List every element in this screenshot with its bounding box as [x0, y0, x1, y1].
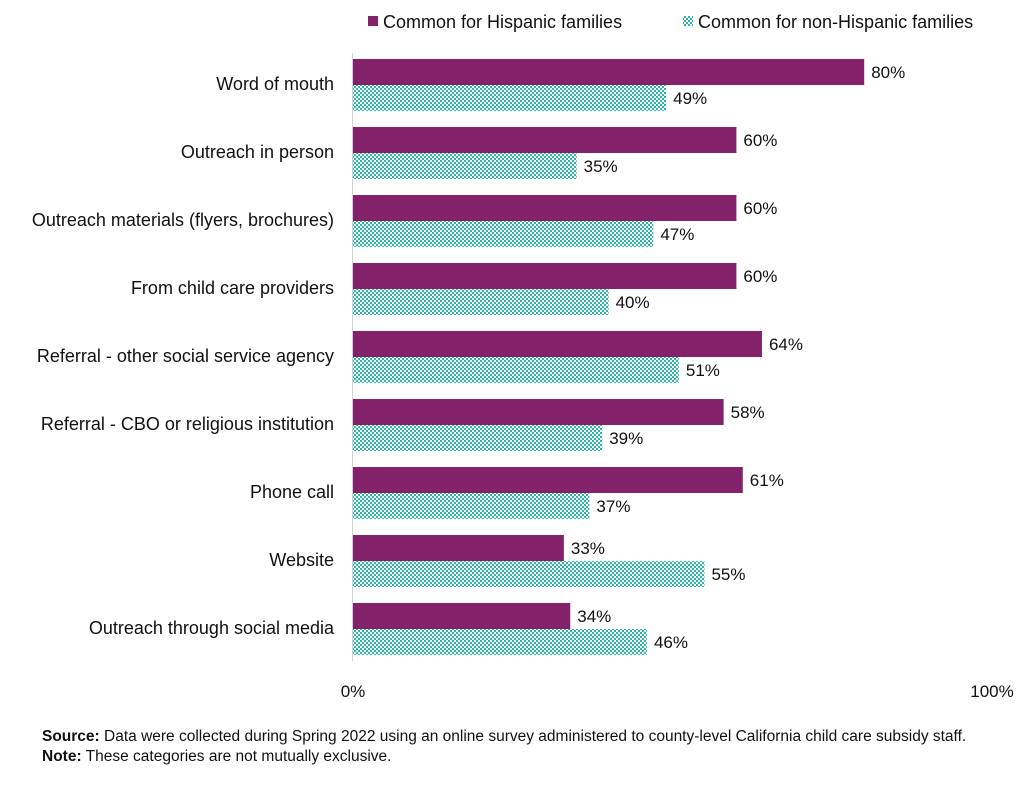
legend-label: Common for non-Hispanic families — [698, 12, 973, 32]
data-label-hispanic-outreach-in-person: 60% — [743, 131, 777, 150]
bar-hispanic-from-child-care-providers — [353, 263, 737, 289]
bar-hispanic-referral-cbo-or-religious-institution — [353, 399, 724, 425]
data-label-hispanic-phone-call: 61% — [750, 471, 784, 490]
data-label-hispanic-outreach-through-social-media: 34% — [577, 607, 611, 626]
bar-non-hispanic-phone-call — [353, 493, 590, 519]
x-tick-label: 0% — [341, 682, 366, 701]
x-axis: 0% 100% — [341, 53, 1014, 701]
bar-hispanic-referral-other-social-service-agency — [353, 331, 762, 357]
bar-non-hispanic-outreach-in-person — [353, 153, 577, 179]
data-label-hispanic-referral-other-social-service-agency: 64% — [769, 335, 803, 354]
category-label-outreach-materials-flyers-brochures: Outreach materials (flyers, brochures) — [32, 210, 334, 230]
data-label-hispanic-word-of-mouth: 80% — [871, 63, 905, 82]
category-label-from-child-care-providers: From child care providers — [131, 278, 334, 298]
category-label-referral-other-social-service-agency: Referral - other social service agency — [37, 346, 334, 366]
legend-swatch — [368, 16, 378, 26]
data-label-non-hispanic-referral-cbo-or-religious-institution: 39% — [609, 429, 643, 448]
note-text: These categories are not mutually exclus… — [85, 748, 392, 765]
legend: Common for Hispanic families Common for n… — [368, 12, 973, 32]
note-line: Note: These categories are not mutually … — [42, 747, 1002, 767]
legend-item-hispanic: Common for Hispanic families — [368, 12, 622, 32]
bar-chart: Common for Hispanic families Common for n… — [32, 12, 1014, 701]
data-label-non-hispanic-phone-call: 37% — [596, 497, 630, 516]
data-label-non-hispanic-outreach-through-social-media: 46% — [654, 633, 688, 652]
data-label-non-hispanic-outreach-in-person: 35% — [584, 157, 618, 176]
note-label: Note: — [42, 748, 82, 765]
data-label-hispanic-from-child-care-providers: 60% — [743, 267, 777, 286]
legend-swatch — [683, 16, 693, 26]
labels-group: Word of mouth 80% 49% Outreach in person 60%… — [32, 63, 905, 652]
category-label-word-of-mouth: Word of mouth — [216, 74, 334, 94]
x-tick-label: 100% — [970, 682, 1013, 701]
bar-hispanic-outreach-in-person — [353, 127, 737, 153]
bar-non-hispanic-outreach-materials-flyers-brochures — [353, 221, 654, 247]
bar-non-hispanic-word-of-mouth — [353, 85, 667, 111]
bar-non-hispanic-referral-cbo-or-religious-institution — [353, 425, 603, 451]
bar-hispanic-outreach-materials-flyers-brochures — [353, 195, 737, 221]
bar-hispanic-phone-call — [353, 467, 743, 493]
bar-non-hispanic-referral-other-social-service-agency — [353, 357, 679, 383]
legend-item-non-hispanic: Common for non-Hispanic families — [683, 12, 973, 32]
bar-non-hispanic-from-child-care-providers — [353, 289, 609, 315]
category-label-referral-cbo-or-religious-institution: Referral - CBO or religious institution — [41, 414, 334, 434]
category-label-phone-call: Phone call — [250, 482, 334, 502]
data-label-non-hispanic-website: 55% — [711, 565, 745, 584]
data-label-non-hispanic-from-child-care-providers: 40% — [616, 293, 650, 312]
legend-label: Common for Hispanic families — [383, 12, 622, 32]
data-label-non-hispanic-referral-other-social-service-agency: 51% — [686, 361, 720, 380]
category-label-outreach-through-social-media: Outreach through social media — [89, 618, 335, 638]
bar-hispanic-outreach-through-social-media — [353, 603, 571, 629]
data-label-hispanic-referral-cbo-or-religious-institution: 58% — [731, 403, 765, 422]
category-label-website: Website — [269, 550, 334, 570]
bar-non-hispanic-website — [353, 561, 705, 587]
bars-group — [353, 59, 865, 655]
source-label: Source: — [42, 728, 100, 745]
data-label-non-hispanic-outreach-materials-flyers-brochures: 47% — [660, 225, 694, 244]
data-label-non-hispanic-word-of-mouth: 49% — [673, 89, 707, 108]
source-note: Source: Data were collected during Sprin… — [42, 727, 1002, 747]
chart-footnotes: Source: Data were collected during Sprin… — [42, 727, 1002, 767]
source-text: Data were collected during Spring 2022 u… — [104, 728, 967, 745]
category-label-outreach-in-person: Outreach in person — [181, 142, 334, 162]
data-label-hispanic-outreach-materials-flyers-brochures: 60% — [743, 199, 777, 218]
bar-non-hispanic-outreach-through-social-media — [353, 629, 647, 655]
bar-hispanic-website — [353, 535, 564, 561]
data-label-hispanic-website: 33% — [571, 539, 605, 558]
bar-hispanic-word-of-mouth — [353, 59, 865, 85]
